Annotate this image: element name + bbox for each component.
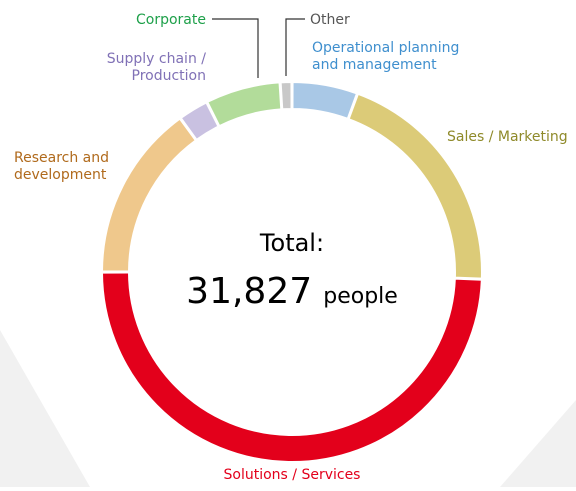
slice-corporate: [205, 81, 283, 128]
leader-other: [285, 18, 305, 76]
label-research-and: Research and development: [14, 150, 109, 183]
background-wedge-right: [500, 400, 576, 487]
label-operational-planning: Operational planning and management: [312, 40, 459, 73]
label-supply-chain: Supply chain / Production: [107, 51, 207, 84]
center-total-label: Total:: [259, 229, 324, 257]
leader-lines: [212, 18, 305, 78]
slice-other: [279, 80, 293, 111]
center-total-unit: people: [323, 284, 398, 309]
background-decoration: [0, 330, 576, 487]
slice-research-and: [100, 117, 198, 273]
label-other: Other: [310, 12, 350, 28]
center-total-text: 31,827 people: [186, 271, 398, 312]
slice-operational-planning: [291, 80, 359, 121]
center-total-value: 31,827: [186, 271, 312, 312]
center-total: Total: 31,827 people: [186, 229, 398, 312]
label-sales-marketing: Sales / Marketing: [447, 129, 568, 145]
background-wedge-left: [0, 330, 90, 487]
label-corporate: Corporate: [136, 12, 206, 28]
label-solutions-services: Solutions / Services: [224, 467, 361, 483]
donut-slices: [100, 80, 483, 463]
leader-corporate: [212, 18, 259, 78]
slice-sales-marketing: [347, 92, 483, 280]
slice-solutions-services: [100, 271, 483, 463]
slice-labels: Operational planning and management Sales …: [14, 12, 568, 483]
